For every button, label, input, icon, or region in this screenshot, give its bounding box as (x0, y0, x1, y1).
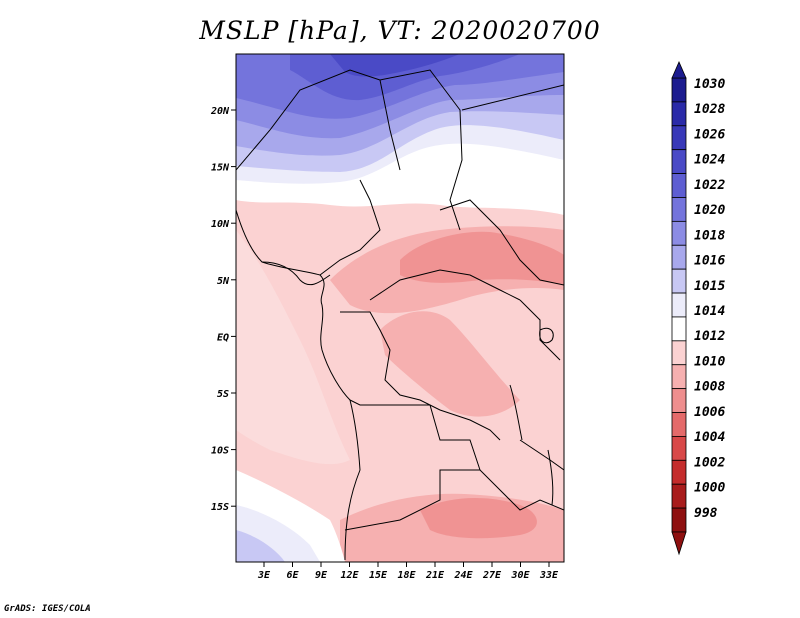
x-tick-label: 12E (340, 570, 359, 581)
colorbar-label: 1016 (694, 254, 725, 269)
credit-text: GrADS: IGES/COLA (4, 604, 91, 614)
colorbar-label: 1002 (694, 455, 725, 470)
y-tick-label: EQ (217, 332, 229, 343)
contour-1010-congo (380, 311, 520, 417)
colorbar-segment (671, 173, 687, 198)
lake-tanganyika (509, 384, 523, 441)
colorbar: 1030 1028 1026 1024 1022 1020 1018 1016 1015 1014… (671, 61, 725, 556)
colorbar-label: 998 (694, 506, 718, 521)
colorbar-top-triangle (671, 61, 687, 79)
border-car (369, 269, 521, 301)
colorbar-bottom-triangle (671, 531, 687, 556)
border-sahara-2 (379, 69, 463, 231)
colorbar-segment (671, 364, 687, 390)
y-tick-label: 15N (211, 163, 230, 174)
colorbar-segment (671, 388, 687, 413)
colorbar-segment (671, 340, 687, 366)
border-sahara-1 (236, 69, 401, 171)
colorbar-label: 1030 (694, 77, 725, 92)
colorbar-label: 1000 (694, 481, 725, 496)
colorbar-label: 1012 (694, 329, 725, 344)
x-tick-label: 24E (453, 570, 473, 581)
x-tick-label: 30E (510, 570, 530, 581)
x-tick-label: 21E (425, 570, 445, 581)
y-tick-label: 5N (217, 276, 230, 287)
border-north (461, 84, 564, 111)
west-africa-coast (236, 209, 361, 561)
colorbar-segment (671, 483, 687, 509)
y-axis: 20N 15N 10N 5N EQ 5S 10S 15S (210, 106, 236, 513)
contour-1012-atlantic (236, 230, 350, 465)
colorbar-segment (671, 507, 687, 533)
border-sudan (439, 199, 564, 286)
lake-victoria (539, 327, 554, 344)
x-tick-label: 18E (397, 570, 416, 581)
colorbar-segment (671, 316, 687, 342)
border-angola (344, 399, 481, 531)
x-tick-label: 9E (315, 570, 328, 581)
border-southeast (519, 439, 564, 471)
x-tick-label: 33E (539, 570, 559, 581)
colorbar-label: 1010 (694, 354, 725, 369)
colorbar-segment (671, 77, 687, 103)
x-tick-label: 6E (286, 570, 299, 581)
colorbar-segment (671, 220, 687, 246)
x-axis: 3E 6E 9E 12E 15E 18E 21E 24E 27E 30E 33E (257, 562, 559, 581)
colorbar-label: 1018 (694, 228, 725, 243)
coastlines-borders (236, 69, 564, 561)
contour-1016-sw (236, 530, 285, 562)
border-congo (340, 311, 501, 441)
y-tick-label: 10S (211, 446, 229, 457)
x-tick-label: 15E (369, 570, 388, 581)
y-tick-label: 10N (211, 219, 230, 230)
y-tick-label: 20N (210, 106, 230, 117)
map-title: MSLP [hPa], VT: 2020020700 (199, 16, 601, 45)
colorbar-label: 1004 (694, 430, 725, 445)
map-frame (235, 53, 565, 563)
colorbar-label: 1022 (694, 178, 725, 193)
contour-1026 (330, 54, 460, 77)
colorbar-segment (671, 101, 687, 127)
border-chad (319, 179, 381, 276)
colorbar-segment (671, 197, 687, 222)
contour-1008-north (400, 231, 564, 285)
pressure-field (236, 54, 564, 562)
colorbar-label: 1006 (694, 405, 725, 420)
colorbar-segment (671, 244, 687, 270)
colorbar-segment (671, 436, 687, 461)
y-tick-label: 5S (217, 389, 229, 400)
colorbar-label: 1026 (694, 127, 725, 142)
contour-1008-south (420, 498, 537, 539)
colorbar-label: 1014 (694, 304, 725, 319)
x-tick-label: 3E (257, 570, 271, 581)
colorbar-label: 1008 (694, 380, 725, 395)
colorbar-label: 1020 (694, 203, 725, 218)
x-tick-label: 27E (482, 570, 502, 581)
border-zambia (440, 469, 564, 511)
colorbar-segment (671, 149, 687, 174)
colorbar-segment (671, 412, 687, 437)
y-tick-label: 15S (211, 502, 229, 513)
colorbar-label: 1028 (694, 102, 725, 117)
lake-malawi (547, 449, 554, 506)
colorbar-label: 1024 (694, 153, 725, 168)
colorbar-segment (671, 125, 687, 151)
colorbar-segment (671, 268, 687, 294)
colorbar-segment (671, 459, 687, 485)
colorbar-label: 1015 (694, 279, 725, 294)
gulf-of-guinea (261, 261, 331, 286)
colorbar-segment (671, 292, 687, 318)
